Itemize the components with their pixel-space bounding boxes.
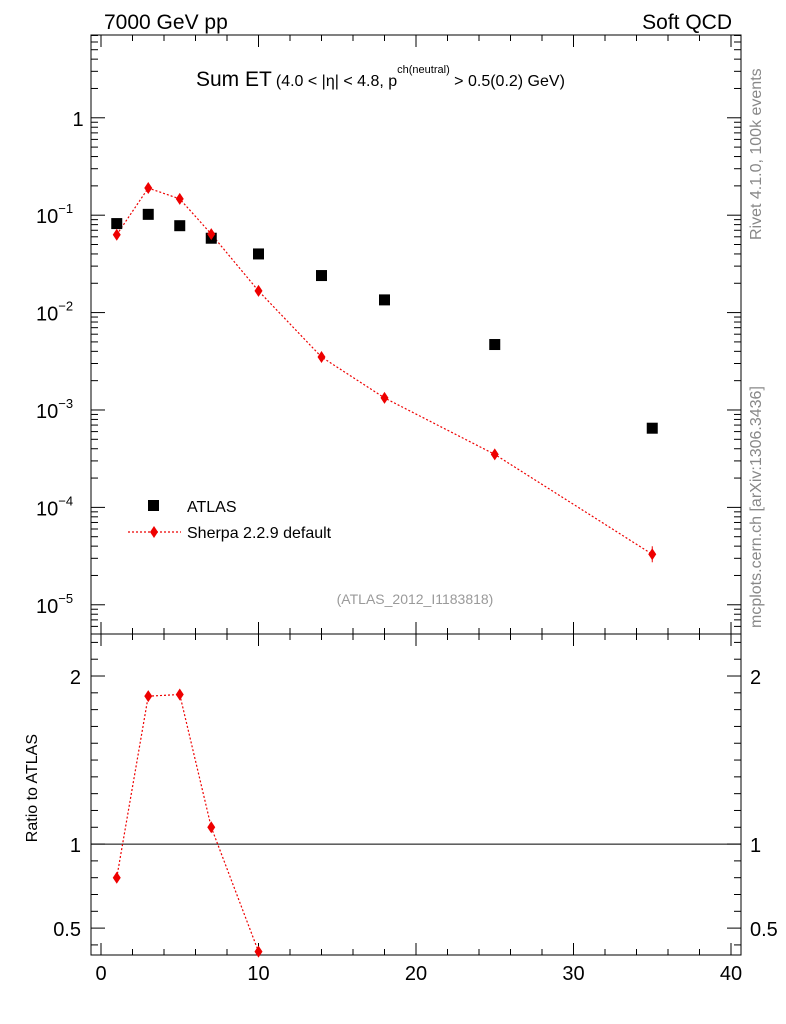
sherpa-point [112,228,121,241]
sherpa-point [317,350,326,363]
side-label-rivet: Rivet 4.1.0, 100k events [748,68,765,240]
x-tick-label: 0 [95,963,106,985]
atlas-point [253,248,264,260]
legend-sherpa-label: Sherpa 2.2.9 default [187,525,332,542]
main-y-tick-label: 1 [72,109,83,131]
main-y-tick-label: 10−5 [36,591,73,618]
legend-atlas-marker [148,500,159,511]
plot-title: Sum ET (4.0 < |η| < 4.8, pch(neutral) > 0… [196,64,565,91]
sherpa-point [144,182,153,195]
main-y-tick-label: 10−2 [36,299,73,326]
main-y-tick-label: 10−3 [36,396,73,423]
x-tick-label: 20 [405,963,427,985]
sherpa-point [648,548,657,561]
atlas-point [646,422,658,434]
header-left: 7000 GeV pp [104,11,228,34]
atlas-point [379,294,390,306]
title-sub-3: > 0.5(0.2) GeV) [450,73,565,90]
legend-sherpa-marker [150,526,158,538]
ratio-y-tick-label-right: 2 [750,667,761,689]
main-plot-frame [90,34,742,635]
title-main: Sum ET [196,68,272,91]
ratio-y-tick-label-right: 0.5 [750,919,778,941]
legend: ATLAS Sherpa 2.2.9 default [128,499,332,542]
legend-atlas-label: ATLAS [187,499,237,516]
title-eta: η [326,73,335,90]
ratio-y-tick-label-right: 1 [750,835,761,857]
sherpa-point [490,448,499,461]
ratio-y-tick-label: 1 [70,835,81,857]
title-sub-2: | < 4.8, p [335,73,398,90]
x-tick-label: 40 [720,963,742,985]
sherpa-point [207,228,216,241]
header-right: Soft QCD [642,11,732,34]
ratio-point [112,871,121,884]
sherpa-point [175,192,184,205]
side-label-mcplots: mcplots.cern.ch [arXiv:1306.3436] [748,386,765,628]
x-tick-label: 10 [247,963,269,985]
analysis-watermark: (ATLAS_2012_I1183818) [337,591,494,607]
atlas-point [142,208,154,220]
ratio-line [116,693,260,952]
ratio-point [254,945,263,958]
ratio-point [144,690,153,703]
ratio-y-label: Ratio to ATLAS [24,734,41,842]
x-tick-label: 30 [562,963,584,985]
ratio-point [207,821,216,834]
atlas-point [316,270,327,282]
sherpa-point [254,284,263,297]
ratio-y-tick-label: 2 [70,667,81,689]
ratio-point [175,688,184,701]
main-y-tick-label: 10−4 [36,493,73,520]
ratio-plot-frame [90,633,742,956]
atlas-point [489,339,501,351]
atlas-point [174,220,186,232]
sherpa-point [380,391,389,404]
title-sub-1: (4.0 < | [276,73,326,90]
main-y-tick-label: 10−1 [36,201,73,228]
ratio-y-tick-label: 0.5 [53,919,81,941]
title-sup: ch(neutral) [397,64,450,76]
atlas-point [111,218,123,230]
